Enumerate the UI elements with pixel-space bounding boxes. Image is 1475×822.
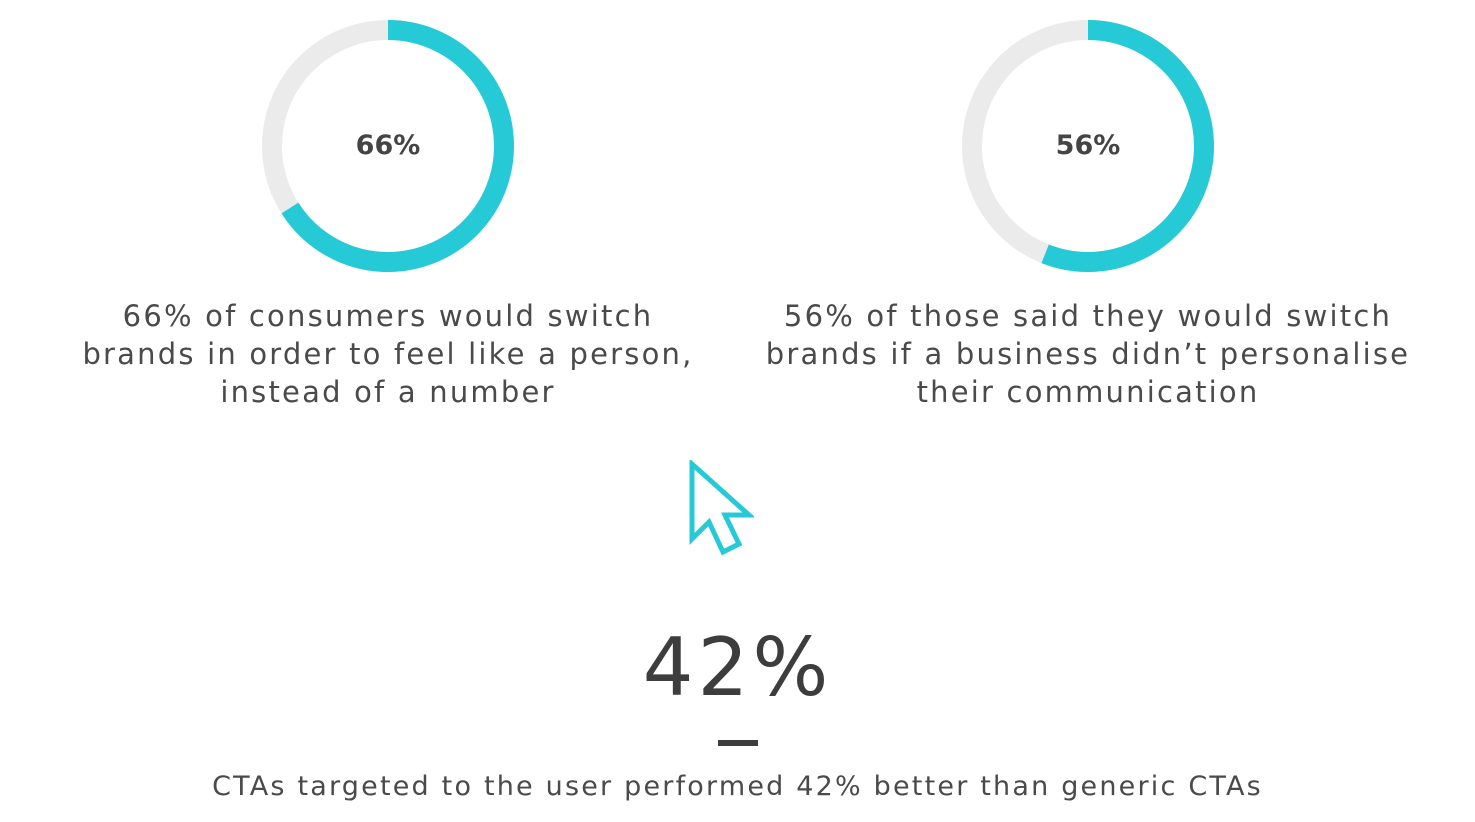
stat-divider xyxy=(718,740,758,746)
donut-svg xyxy=(262,20,514,272)
donut-caption: 56% of those said they would switch bran… xyxy=(765,299,1411,409)
donut-svg xyxy=(962,20,1214,272)
donut-center-label: 56% xyxy=(1055,130,1121,161)
stat-value: 42% xyxy=(642,621,833,714)
donut-value-arc xyxy=(962,20,1214,272)
donut-center-label: 66% xyxy=(355,130,421,161)
cursor-arrow-icon xyxy=(689,460,754,556)
stat-caption: CTAs targeted to the user performed 42% … xyxy=(212,771,1263,802)
donut-caption: 66% of consumers would switch brands in … xyxy=(82,299,694,409)
donut-value-arc xyxy=(262,20,514,272)
